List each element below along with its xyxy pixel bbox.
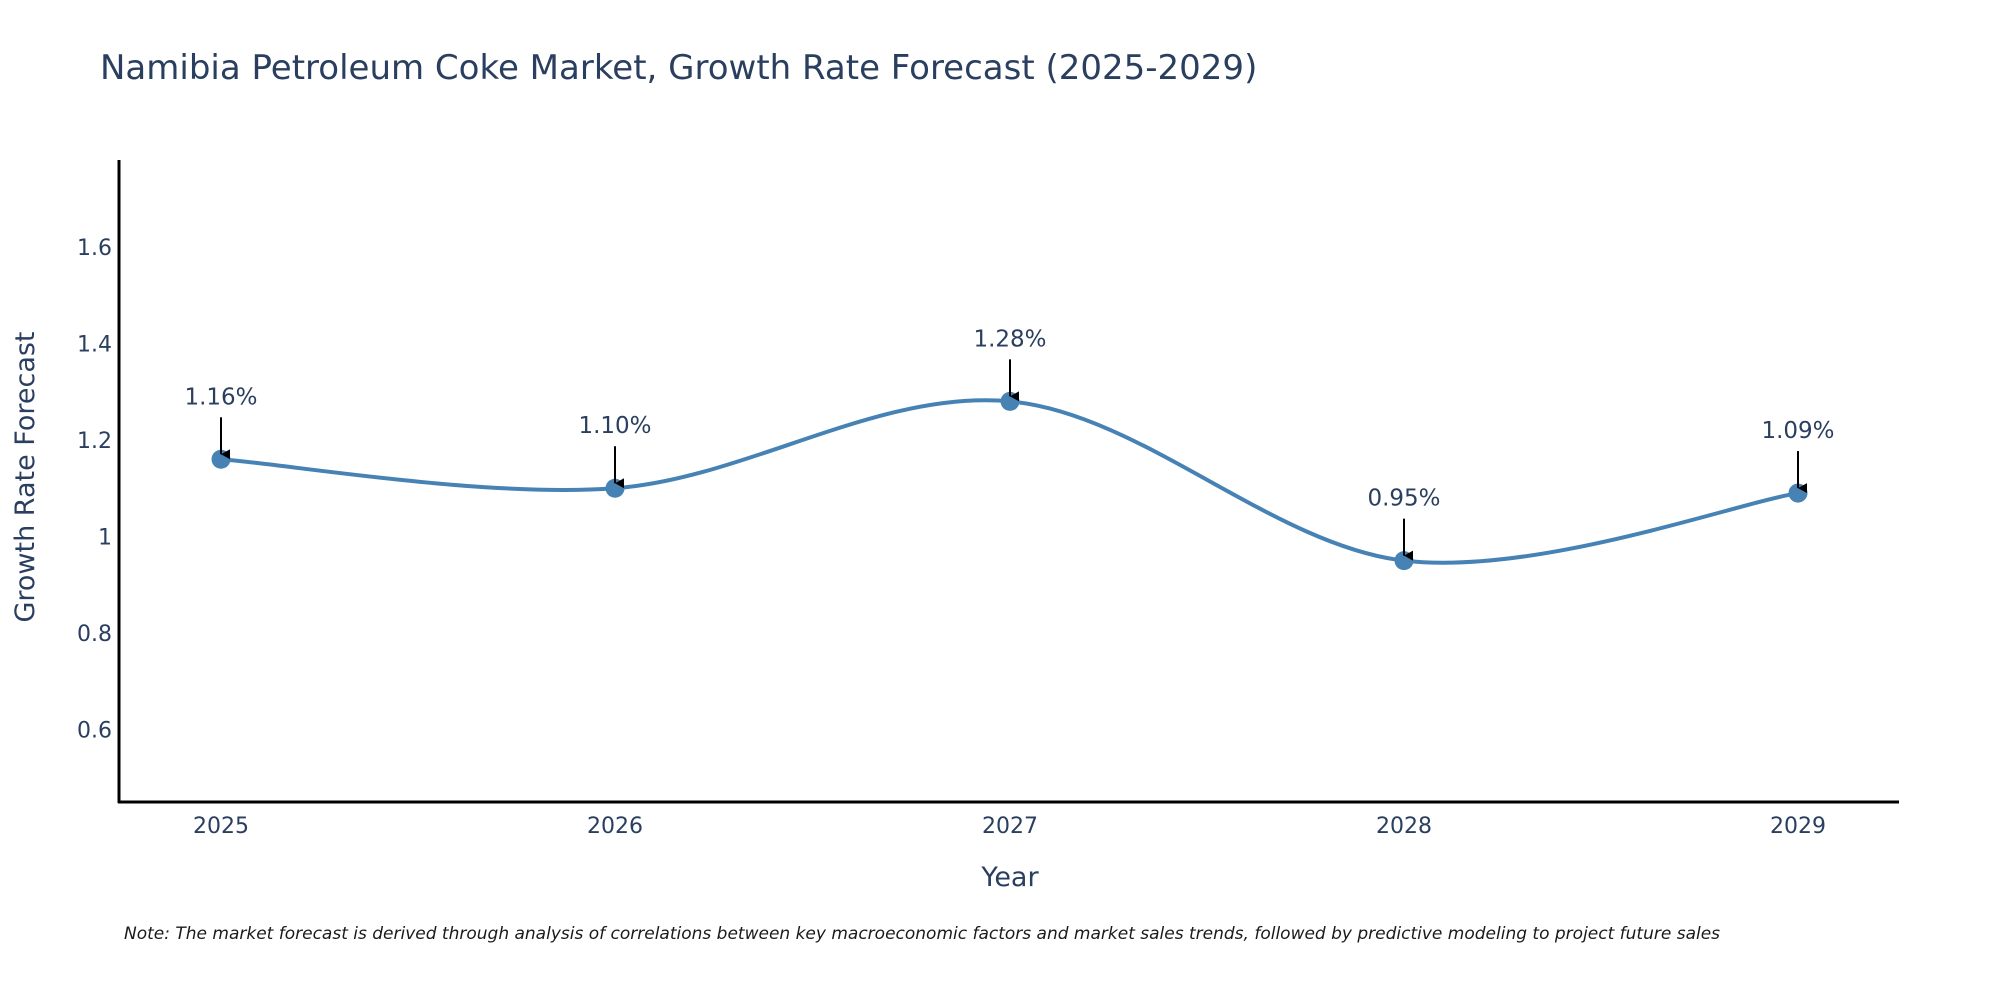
y-axis-title: Growth Rate Forecast (10, 331, 41, 622)
y-tick-label: 1.6 (77, 236, 112, 261)
chart-title: Namibia Petroleum Coke Market, Growth Ra… (100, 48, 1257, 88)
y-tick-label: 1 (98, 526, 112, 551)
y-axis-ticks: 0.6 0.8 1 1.2 1.4 1.6 (77, 236, 112, 744)
chart-note: Note: The market forecast is derived thr… (124, 924, 1720, 944)
data-label-2028: 0.95% (1367, 486, 1440, 512)
x-tick-label: 2028 (1376, 814, 1432, 839)
x-axis-title: Year (980, 862, 1039, 893)
data-label-2027: 1.28% (973, 326, 1046, 352)
series-line (220, 398, 1799, 565)
y-tick-label: 1.2 (77, 429, 112, 454)
y-tick-label: 1.4 (77, 332, 112, 357)
x-tick-label: 2025 (193, 814, 249, 839)
y-tick-label: 0.8 (77, 622, 112, 647)
x-tick-label: 2027 (982, 814, 1038, 839)
data-label-2025: 1.16% (184, 384, 257, 410)
x-tick-label: 2029 (1770, 814, 1826, 839)
data-label-2029: 1.09% (1761, 418, 1834, 444)
data-annotations: 1.16% 1.10% 1.28% 0.95% 1.09% (184, 326, 1835, 561)
data-label-2026: 1.10% (578, 413, 651, 439)
x-axis-ticks: 2025 2026 2027 2028 2029 (193, 814, 1826, 839)
y-tick-label: 0.6 (77, 719, 112, 744)
data-points (211, 391, 1808, 571)
x-tick-label: 2026 (587, 814, 643, 839)
